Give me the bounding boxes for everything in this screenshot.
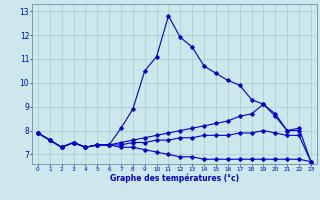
X-axis label: Graphe des températures (°c): Graphe des températures (°c) <box>110 173 239 183</box>
